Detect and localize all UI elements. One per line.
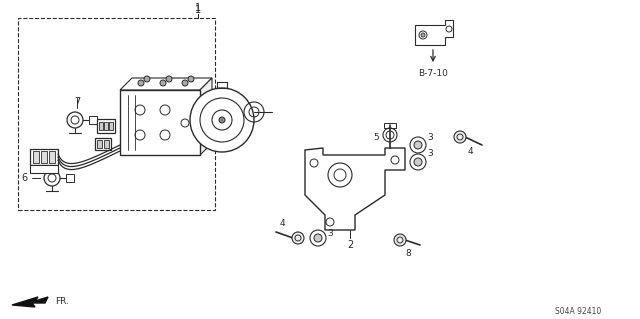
- Text: 4: 4: [467, 146, 473, 155]
- Circle shape: [414, 158, 422, 166]
- Text: 6: 6: [21, 173, 27, 183]
- Polygon shape: [305, 148, 405, 230]
- Text: 3: 3: [427, 150, 433, 159]
- Circle shape: [414, 141, 422, 149]
- Text: 4: 4: [279, 219, 285, 228]
- Circle shape: [454, 131, 466, 143]
- Bar: [18, 18, 215, 210]
- Text: S04A 92410: S04A 92410: [555, 307, 601, 315]
- Bar: [99, 122, 103, 130]
- Text: FR.: FR.: [55, 296, 69, 306]
- Circle shape: [138, 80, 144, 86]
- Text: 3: 3: [427, 132, 433, 142]
- Circle shape: [219, 117, 225, 123]
- Polygon shape: [200, 78, 212, 155]
- Text: 2: 2: [347, 240, 353, 250]
- Bar: [95, 138, 111, 150]
- Bar: [33, 151, 39, 163]
- Bar: [109, 122, 113, 130]
- Bar: [384, 123, 396, 128]
- Circle shape: [421, 33, 425, 37]
- Bar: [104, 140, 109, 148]
- Circle shape: [314, 234, 322, 242]
- Text: B-7-10: B-7-10: [418, 69, 448, 78]
- Circle shape: [394, 234, 406, 246]
- Bar: [30, 149, 58, 165]
- Circle shape: [160, 80, 166, 86]
- Bar: [104, 122, 108, 130]
- Text: 1: 1: [195, 5, 201, 15]
- Circle shape: [190, 88, 254, 152]
- Circle shape: [182, 80, 188, 86]
- Polygon shape: [120, 78, 212, 90]
- Bar: [97, 140, 102, 148]
- Text: 3: 3: [327, 229, 333, 239]
- Bar: [49, 151, 55, 163]
- Circle shape: [166, 76, 172, 82]
- Bar: [97, 119, 115, 133]
- Circle shape: [144, 76, 150, 82]
- Text: 5: 5: [373, 133, 379, 143]
- Bar: [89, 116, 97, 124]
- Bar: [66, 174, 74, 182]
- Circle shape: [188, 76, 194, 82]
- Text: 7: 7: [74, 97, 80, 107]
- Polygon shape: [12, 297, 48, 307]
- Bar: [30, 165, 58, 173]
- Text: 1: 1: [195, 3, 201, 13]
- Bar: [41, 151, 47, 163]
- Polygon shape: [415, 20, 453, 45]
- Bar: [120, 90, 200, 155]
- Circle shape: [292, 232, 304, 244]
- Text: 8: 8: [405, 249, 411, 258]
